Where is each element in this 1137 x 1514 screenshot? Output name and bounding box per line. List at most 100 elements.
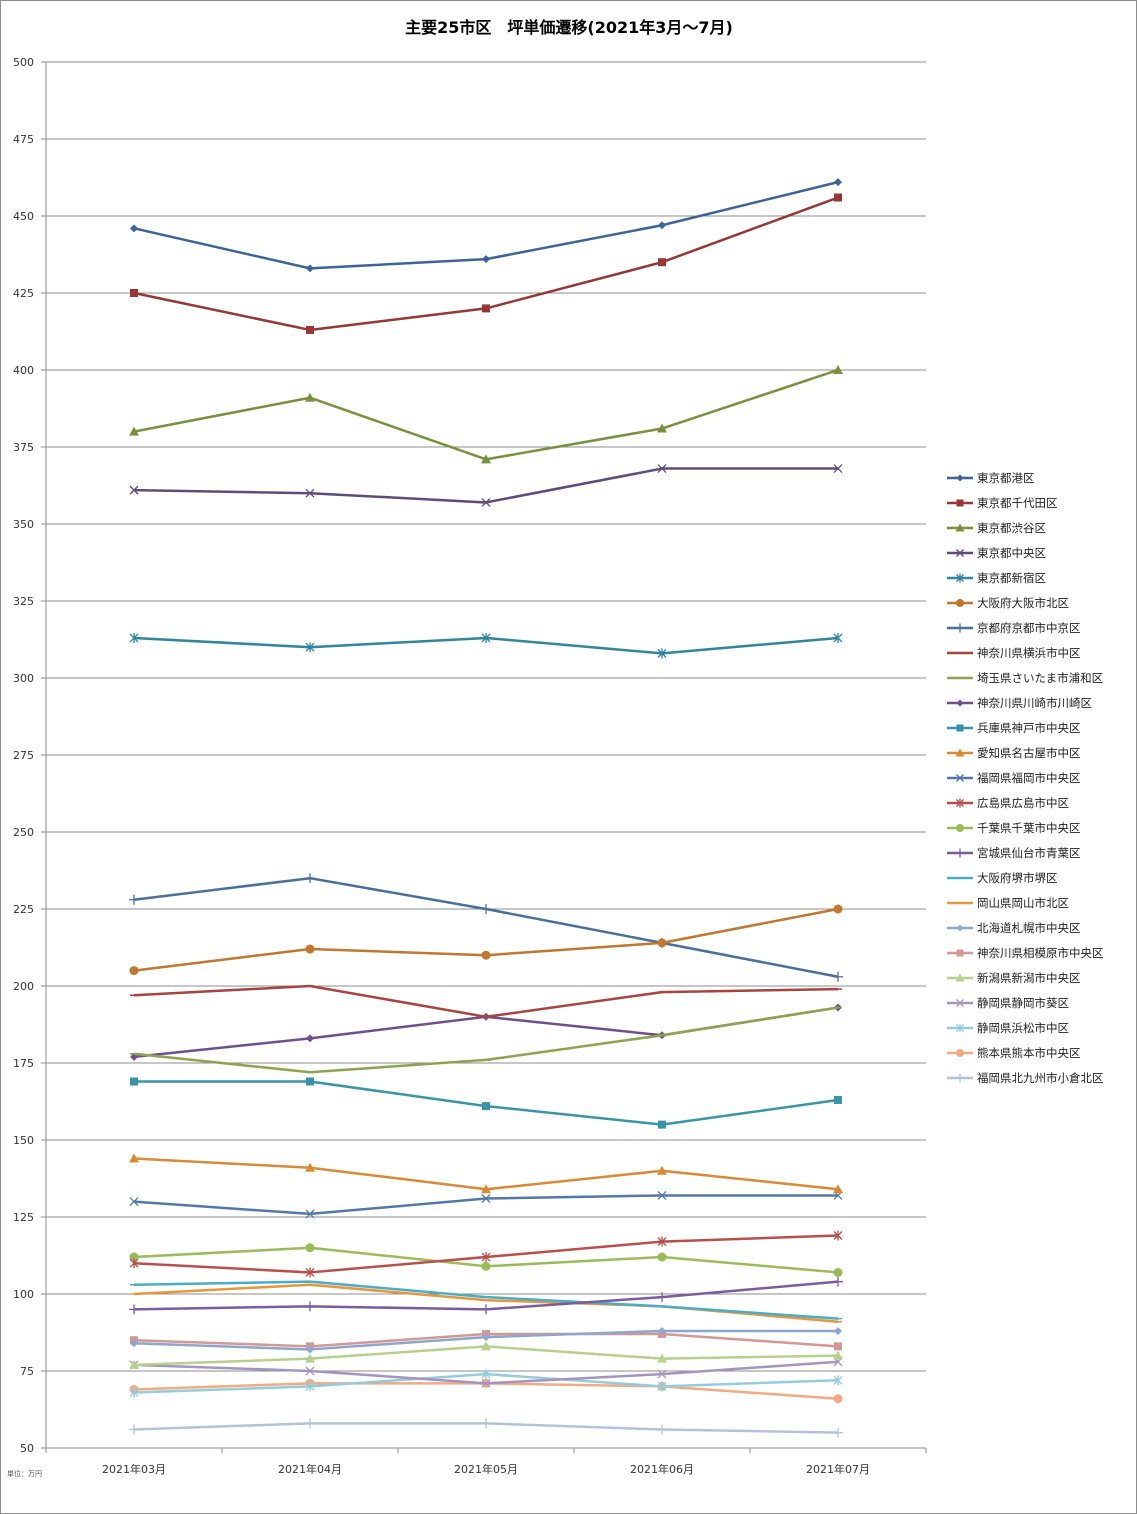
grid-lines: [46, 61, 926, 1372]
legend-label: 千葉県千葉市中央区: [977, 821, 1081, 835]
data-point: [129, 426, 139, 436]
data-point: [834, 1342, 842, 1351]
data-point: [833, 1350, 843, 1360]
data-point: [129, 632, 139, 643]
data-point: [130, 1077, 138, 1086]
legend-label: 静岡県静岡市葵区: [977, 996, 1069, 1010]
y-tick-label: 150: [13, 1134, 34, 1147]
series-line: [133, 876, 839, 978]
legend-label: 埼玉県さいたま市浦和区: [977, 671, 1103, 685]
legend-swatch-marker: [956, 1049, 964, 1057]
data-point: [482, 255, 490, 264]
data-point: [481, 497, 491, 507]
legend-swatch-marker: [956, 549, 964, 557]
data-point: [658, 1120, 666, 1129]
data-point: [657, 1190, 667, 1200]
data-point: [130, 289, 138, 297]
y-tick-label: 425: [13, 287, 34, 300]
legend-entry: 千葉県千葉市中央区: [947, 821, 1081, 835]
legend-entry: 福岡県北九州市小倉北区: [947, 1071, 1104, 1085]
data-point: [481, 1252, 491, 1263]
data-point: [305, 1301, 315, 1312]
series-group: [130, 193, 842, 334]
legend-label: 宮城県仙台市青葉区: [977, 846, 1081, 860]
legend-label: 神奈川県川崎市川崎区: [977, 696, 1092, 710]
data-point: [305, 1366, 315, 1376]
series-group: [129, 1357, 843, 1388]
legend-label: 東京都渋谷区: [977, 521, 1046, 535]
y-tick-label: 450: [13, 210, 34, 223]
data-point: [834, 178, 842, 187]
data-point: [482, 1333, 490, 1342]
legend-entry: 東京都千代田区: [947, 496, 1058, 510]
legend-label: 兵庫県神戸市中央区: [977, 721, 1081, 735]
legend-entry: 新潟県新潟市中央区: [947, 971, 1081, 985]
legend-entry: 兵庫県神戸市中央区: [947, 721, 1081, 735]
legend-label: 東京都千代田区: [977, 496, 1058, 510]
y-tick-label: 200: [13, 980, 34, 993]
data-point: [834, 193, 842, 202]
legend-swatch-marker: [955, 523, 965, 532]
y-tick-label: 475: [13, 133, 34, 146]
legend-swatch-marker: [955, 748, 965, 757]
legend-entry: 愛知県名古屋市中区: [947, 746, 1081, 760]
data-point: [481, 1369, 491, 1380]
data-point: [305, 1162, 315, 1172]
chart-title: 主要25市区 坪単価遷移(2021年3月～7月): [405, 18, 733, 37]
data-point: [833, 1394, 843, 1404]
x-tick-label: 2021年03月: [102, 1462, 166, 1476]
series-group: [129, 1369, 843, 1398]
y-tick-label: 175: [13, 1057, 34, 1070]
data-point: [657, 464, 667, 474]
data-point: [834, 1095, 842, 1104]
legend-swatch-marker: [956, 949, 964, 957]
legend-entry: 東京都渋谷区: [947, 521, 1046, 535]
y-tick-label: 225: [13, 903, 34, 916]
y-tick-label: 75: [20, 1365, 34, 1378]
legend-label: 静岡県浜松市中区: [977, 1021, 1069, 1035]
legend-label: 神奈川県相模原市中央区: [977, 946, 1104, 960]
data-point: [481, 1261, 491, 1271]
legend-swatch-marker: [956, 824, 964, 832]
data-point: [305, 1418, 315, 1429]
legend-swatch-marker: [956, 724, 964, 732]
legend-entry: 神奈川県横浜市中区: [947, 646, 1081, 660]
data-point: [481, 1341, 491, 1351]
y-tick-label: 275: [13, 749, 34, 762]
legend-label: 大阪府堺市堺区: [977, 871, 1058, 885]
legend-entry: 埼玉県さいたま市浦和区: [947, 671, 1103, 685]
data-point: [833, 1427, 843, 1438]
data-point: [129, 1304, 139, 1315]
legend-label: 北海道札幌市中央区: [977, 921, 1081, 935]
legend-label: 熊本県熊本市中央区: [977, 1046, 1081, 1060]
data-point: [305, 392, 315, 402]
legend-swatch-marker: [956, 999, 964, 1007]
legend-swatch-marker: [956, 1023, 964, 1033]
y-tick-label: 100: [13, 1288, 34, 1301]
series-group: [130, 1003, 842, 1061]
legend-label: 福岡県福岡市中央区: [977, 771, 1081, 785]
data-point: [482, 304, 490, 313]
data-point: [129, 1197, 139, 1207]
data-point: [305, 944, 315, 954]
series-group: [130, 178, 842, 273]
y-tick-label: 325: [13, 595, 34, 608]
legend-swatch-marker: [955, 973, 965, 982]
data-point: [657, 1424, 667, 1435]
legend-entry: 北海道札幌市中央区: [947, 921, 1081, 935]
series-group: [130, 1006, 842, 1074]
x-tick-label: 2021年04月: [278, 1462, 342, 1476]
series-line: [133, 368, 839, 461]
data-point: [306, 1077, 314, 1086]
legend-entry: 静岡県浜松市中区: [947, 1021, 1069, 1035]
data-point: [658, 221, 666, 230]
data-point: [305, 642, 315, 653]
legend-label: 神奈川県横浜市中区: [977, 646, 1081, 660]
data-point: [481, 1418, 491, 1429]
data-point: [657, 1381, 667, 1392]
legend-swatch-marker: [955, 1073, 965, 1083]
data-point: [481, 950, 491, 960]
data-point: [481, 1304, 491, 1315]
